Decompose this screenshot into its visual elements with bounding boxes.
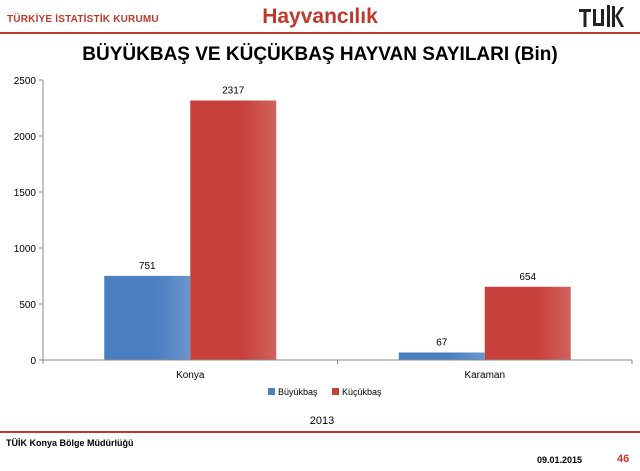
legend-label: Küçükbaş	[342, 387, 382, 397]
footer-date: 09.01.2015	[537, 455, 583, 465]
y-tick-label: 2000	[14, 132, 37, 143]
x-tick-label: Karaman	[464, 370, 505, 381]
chart-title: BÜYÜKBAŞ VE KÜÇÜKBAŞ HAYVAN SAYILARI (Bi…	[82, 44, 558, 65]
x-axis-title: 2013	[310, 415, 334, 427]
data-label: 67	[436, 337, 448, 348]
data-label: 751	[139, 261, 156, 272]
y-tick-label: 1500	[14, 188, 37, 199]
y-tick-label: 500	[19, 300, 36, 311]
footer-organization: TÜİK Konya Bölge Müdürlüğü	[6, 438, 134, 448]
bars	[104, 100, 571, 360]
data-labels: 751 2317 67 654	[139, 85, 537, 348]
data-label: 2317	[222, 85, 245, 96]
page-number: 46	[617, 453, 630, 465]
y-tick-label: 1000	[14, 244, 37, 255]
tuik-logo-icon	[579, 5, 624, 27]
legend-swatch	[268, 388, 275, 395]
slide-header: TÜRKİYE İSTATİSTİK KURUMU Hayvancılık	[0, 0, 640, 34]
section-title: Hayvancılık	[262, 5, 378, 28]
legend-label: Büyükbaş	[278, 387, 318, 397]
x-axis: Konya Karaman	[42, 359, 633, 381]
header-divider	[0, 32, 640, 34]
legend-swatch	[332, 388, 339, 395]
organization-name: TÜRKİYE İSTATİSTİK KURUMU	[7, 14, 159, 25]
data-label: 654	[519, 272, 536, 283]
y-tick-label: 0	[30, 356, 36, 367]
bar-küçükbaş-konya	[190, 100, 277, 360]
legend: Büyükbaş Küçükbaş	[268, 387, 382, 397]
bar-büyükbaş-konya	[104, 275, 191, 360]
y-tick-label: 2500	[14, 76, 37, 87]
y-axis: 0 500 1000 1500 2000 2500	[14, 76, 44, 367]
bar-büyükbaş-karaman	[398, 352, 485, 360]
footer-divider	[0, 431, 640, 433]
bar-küçükbaş-karaman	[484, 286, 571, 360]
x-tick-label: Konya	[176, 370, 205, 381]
